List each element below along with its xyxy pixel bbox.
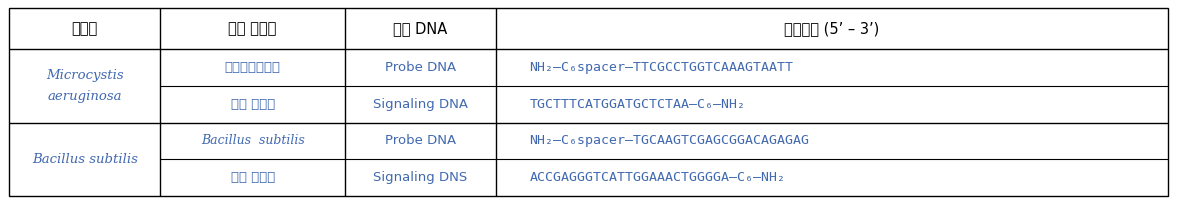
Text: Bacillus subtilis: Bacillus subtilis bbox=[32, 153, 138, 166]
Text: NH₂–C₆spacer–TTCGCCTGGTCAAAGTAATT: NH₂–C₆spacer–TTCGCCTGGTCAAAGTAATT bbox=[530, 61, 793, 74]
Text: Microcystis: Microcystis bbox=[46, 69, 124, 82]
Text: 검출 유전자: 검출 유전자 bbox=[231, 171, 274, 184]
Text: 염기서열 (5’ – 3’): 염기서열 (5’ – 3’) bbox=[784, 21, 879, 36]
Text: ACCGAGGGTCATTGGAAACTGGGGA–C₆–NH₂: ACCGAGGGTCATTGGAAACTGGGGA–C₆–NH₂ bbox=[530, 171, 785, 184]
Text: Bacillus  subtilis: Bacillus subtilis bbox=[201, 134, 305, 147]
Text: Probe DNA: Probe DNA bbox=[385, 134, 457, 147]
Text: Signaling DNS: Signaling DNS bbox=[373, 171, 467, 184]
Text: 마이크로시스틴: 마이크로시스틴 bbox=[225, 61, 280, 74]
Text: Signaling DNA: Signaling DNA bbox=[373, 98, 468, 111]
Text: TGCTTTCATGGATGCTCTAA–C₆–NH₂: TGCTTTCATGGATGCTCTAA–C₆–NH₂ bbox=[530, 98, 745, 111]
Text: 검출 유전자: 검출 유전자 bbox=[228, 21, 277, 36]
Text: 합성 유전자: 합성 유전자 bbox=[231, 98, 274, 111]
Text: 미생물: 미생물 bbox=[72, 21, 98, 36]
Text: aeruginosa: aeruginosa bbox=[47, 90, 122, 103]
Text: 합성 DNA: 합성 DNA bbox=[393, 21, 447, 36]
Text: Probe DNA: Probe DNA bbox=[385, 61, 457, 74]
Text: NH₂–C₆spacer–TGCAAGTCGAGCGGACAGAGAG: NH₂–C₆spacer–TGCAAGTCGAGCGGACAGAGAG bbox=[530, 134, 810, 147]
